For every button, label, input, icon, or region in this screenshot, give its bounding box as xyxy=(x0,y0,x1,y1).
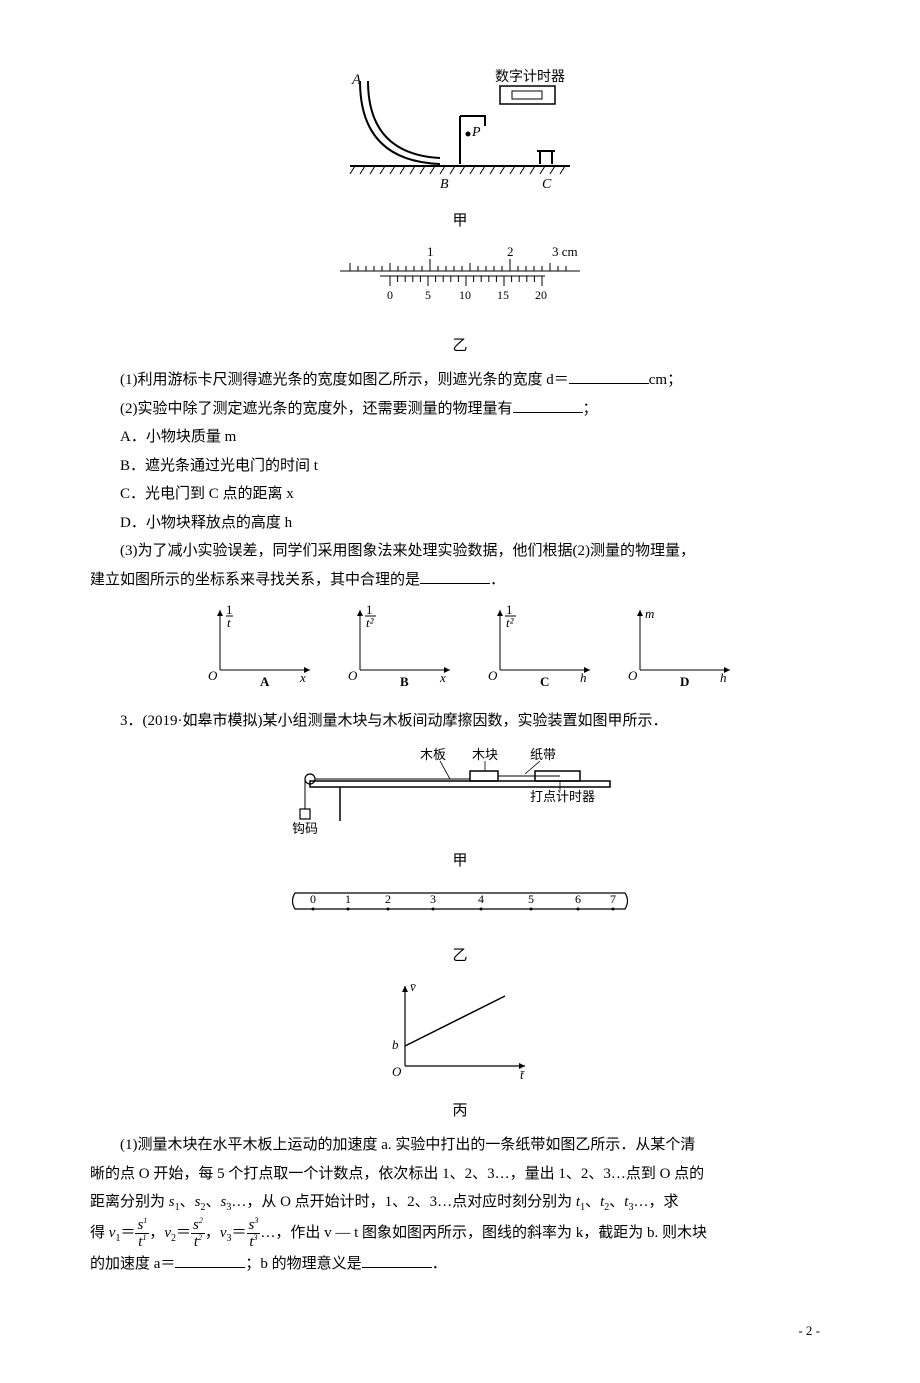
svg-text:h: h xyxy=(580,670,587,685)
q3-graph-svg: v̄ b O t̄ xyxy=(375,976,545,1086)
q3-p1e: 的加速度 a＝；b 的物理意义是． xyxy=(90,1250,830,1279)
vernier-svg: 1 2 3 cm 0 5 10 15 20 xyxy=(320,241,600,321)
fig1-apparatus: A P B C 数字计时器 甲 xyxy=(90,66,830,235)
svg-text:0: 0 xyxy=(310,892,316,906)
blank-a xyxy=(175,1252,245,1268)
label-P: P xyxy=(471,125,481,140)
vernier-caption: 乙 xyxy=(90,332,830,361)
q3-p1d: 得 v1＝s1t1，v2＝s2t2，v3＝s3t3…，作出 v — t 图象如图… xyxy=(90,1217,830,1250)
svg-text:D: D xyxy=(680,674,689,689)
svg-text:O: O xyxy=(348,668,358,683)
svg-text:m: m xyxy=(645,606,654,621)
blank-vars xyxy=(513,397,583,413)
fig1-caption: 甲 xyxy=(90,207,830,236)
svg-text:钩码: 钩码 xyxy=(292,821,318,836)
svg-text:x: x xyxy=(439,670,446,685)
label-B: B xyxy=(440,177,449,192)
q3-p1c: 距离分别为 s1、s2、s3…，从 O 点开始计时，1、2、3…点对应时刻分别为… xyxy=(90,1188,830,1217)
q3-head: 3．(2019·如皋市模拟)某小组测量木块与木板间动摩擦因数，实验装置如图甲所示… xyxy=(90,707,830,736)
q2-p3b: 建立如图所示的坐标系来寻找关系，其中合理的是． xyxy=(90,566,830,595)
svg-text:4: 4 xyxy=(478,892,484,906)
fig1-svg: A P B C 数字计时器 xyxy=(330,66,590,196)
svg-text:2: 2 xyxy=(385,892,391,906)
svg-text:打点计时器: 打点计时器 xyxy=(530,789,595,804)
q2-optA: A．小物块质量 m xyxy=(120,423,830,452)
svg-text:20: 20 xyxy=(535,288,547,302)
q3-fig-apparatus: 木板 木块 纸带 钩码 打点计时器 甲 xyxy=(90,741,830,875)
q3-caption3: 丙 xyxy=(90,1097,830,1126)
svg-text:b: b xyxy=(392,1037,399,1052)
q3-graph: v̄ b O t̄ 丙 xyxy=(90,976,830,1125)
label-C: C xyxy=(542,177,552,192)
page-number: - 2 - xyxy=(90,1319,830,1344)
q2-optB: B．遮光条通过光电门的时间 t xyxy=(120,452,830,481)
svg-text:O: O xyxy=(392,1064,402,1079)
q2-p1: (1)利用游标卡尺测得遮光条的宽度如图乙所示，则遮光条的宽度 d＝cm； xyxy=(90,366,830,395)
axes-svg: 1t O x A 1t² O x B 1t² O h C m O xyxy=(180,600,740,690)
svg-text:t̄: t̄ xyxy=(520,1067,525,1082)
q3-caption2: 乙 xyxy=(90,942,830,971)
vernier-figure: 1 2 3 cm 0 5 10 15 20 乙 xyxy=(90,241,830,360)
svg-text:2: 2 xyxy=(507,244,514,259)
svg-text:C: C xyxy=(540,674,549,689)
q3-apparatus-svg: 木板 木块 纸带 钩码 打点计时器 xyxy=(280,741,640,836)
svg-text:5: 5 xyxy=(528,892,534,906)
svg-text:1: 1 xyxy=(427,244,434,259)
svg-text:t²: t² xyxy=(366,615,375,630)
label-A: A xyxy=(351,72,362,88)
svg-text:3 cm: 3 cm xyxy=(552,244,578,259)
svg-text:7: 7 xyxy=(610,892,616,906)
svg-text:t²: t² xyxy=(506,615,515,630)
svg-text:6: 6 xyxy=(575,892,581,906)
svg-text:x: x xyxy=(299,670,306,685)
q3-tape-svg: 0 1 2 3 4 5 6 7 xyxy=(280,881,640,931)
svg-text:0: 0 xyxy=(387,288,393,302)
svg-text:A: A xyxy=(260,674,270,689)
svg-text:t: t xyxy=(227,615,231,630)
blank-b-meaning xyxy=(362,1252,432,1268)
q3-caption1: 甲 xyxy=(90,847,830,876)
svg-text:木块: 木块 xyxy=(472,747,498,762)
q2-optC: C．光电门到 C 点的距离 x xyxy=(120,480,830,509)
q3-p1a: (1)测量木块在水平木板上运动的加速度 a. 实验中打出的一条纸带如图乙所示．从… xyxy=(90,1131,830,1160)
svg-text:5: 5 xyxy=(425,288,431,302)
svg-text:3: 3 xyxy=(430,892,436,906)
svg-text:B: B xyxy=(400,674,409,689)
q2-p2: (2)实验中除了测定遮光条的宽度外，还需要测量的物理量有； xyxy=(90,395,830,424)
q3-p1b: 晰的点 O 开始，每 5 个打点取一个计数点，依次标出 1、2、3…，量出 1、… xyxy=(90,1160,830,1189)
blank-axis xyxy=(420,568,490,584)
svg-text:O: O xyxy=(208,668,218,683)
svg-text:木板: 木板 xyxy=(420,747,446,762)
svg-text:v̄: v̄ xyxy=(410,979,416,994)
q2-p3a: (3)为了减小实验误差，同学们采用图象法来处理实验数据，他们根据(2)测量的物理… xyxy=(90,537,830,566)
svg-text:10: 10 xyxy=(459,288,471,302)
svg-text:纸带: 纸带 xyxy=(530,747,556,762)
q2-optD: D．小物块释放点的高度 h xyxy=(120,509,830,538)
q3-tape: 0 1 2 3 4 5 6 7 乙 xyxy=(90,881,830,970)
svg-text:h: h xyxy=(720,670,727,685)
svg-text:O: O xyxy=(488,668,498,683)
timer-label: 数字计时器 xyxy=(495,69,565,85)
axes-options: 1t O x A 1t² O x B 1t² O h C m O xyxy=(90,600,830,701)
svg-text:1: 1 xyxy=(345,892,351,906)
svg-text:O: O xyxy=(628,668,638,683)
svg-text:15: 15 xyxy=(497,288,509,302)
blank-d xyxy=(569,368,649,384)
